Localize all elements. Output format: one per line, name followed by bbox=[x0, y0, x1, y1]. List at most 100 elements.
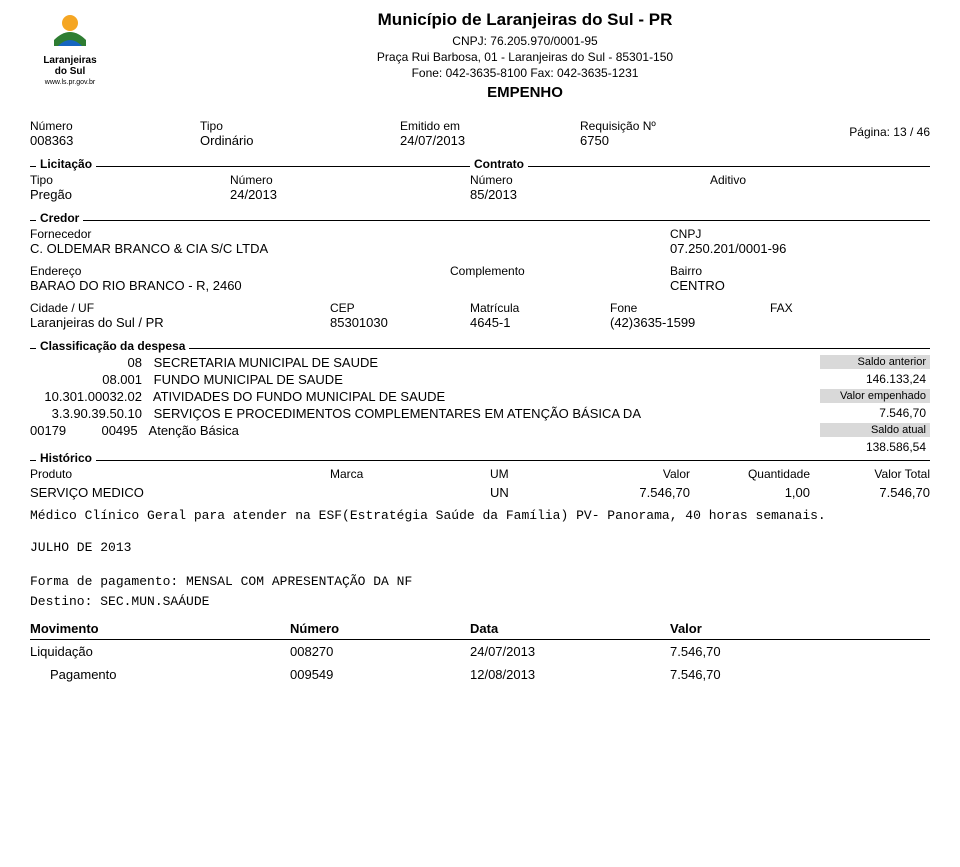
h-mov-data: Data bbox=[470, 621, 670, 636]
um-value: UN bbox=[490, 485, 570, 500]
credor-row-2: Endereço BARAO DO RIO BRANCO - R, 2460 C… bbox=[30, 264, 930, 293]
mov1-tipo: Liquidação bbox=[30, 644, 290, 659]
h-produto: Produto bbox=[30, 467, 330, 481]
credor-section: Credor bbox=[30, 220, 930, 221]
classif-text-5: Atenção Básica bbox=[149, 423, 239, 438]
doc-type: EMPENHO bbox=[120, 84, 930, 101]
matricula-label: Matrícula bbox=[470, 301, 610, 315]
document-header: Laranjeiras do Sul www.ls.pr.gov.br Muni… bbox=[30, 10, 930, 101]
classif-code-3: 10.301.00032.02 bbox=[30, 389, 150, 404]
fornecedor-value: C. OLDEMAR BRANCO & CIA S/C LTDA bbox=[30, 241, 670, 256]
movimento-row-2: Pagamento 009549 12/08/2013 7.546,70 bbox=[30, 663, 930, 686]
cep-value: 85301030 bbox=[330, 315, 470, 330]
complemento-label: Complemento bbox=[450, 264, 670, 278]
mov2-tipo: Pagamento bbox=[30, 667, 290, 682]
bairro-value: CENTRO bbox=[670, 278, 725, 293]
credor-row-1: Fornecedor C. OLDEMAR BRANCO & CIA S/C L… bbox=[30, 227, 930, 256]
h-um: UM bbox=[490, 467, 570, 481]
lic-tipo-label: Tipo bbox=[30, 173, 230, 187]
cidade-value: Laranjeiras do Sul / PR bbox=[30, 315, 330, 330]
bairro-label: Bairro bbox=[670, 264, 725, 278]
saldo-atual-value: 138.586,54 bbox=[820, 440, 930, 454]
periodo: JULHO DE 2013 bbox=[30, 538, 930, 558]
credor-legend: Credor bbox=[36, 211, 83, 225]
mov2-numero: 009549 bbox=[290, 667, 470, 682]
endereco-label: Endereço bbox=[30, 264, 450, 278]
classif-code-1: 08 bbox=[30, 355, 150, 370]
product-header: Produto Marca UM Valor Quantidade Valor … bbox=[30, 467, 930, 481]
historico-section: Histórico bbox=[30, 460, 930, 461]
logo-text-1: Laranjeiras bbox=[30, 55, 110, 66]
lic-numero-value: 24/2013 bbox=[230, 187, 470, 202]
classif-section: Classificação da despesa bbox=[30, 348, 930, 349]
h-marca: Marca bbox=[330, 467, 490, 481]
classif-text-1: SECRETARIA MUNICIPAL DE SAUDE bbox=[154, 355, 378, 370]
numero-value: 008363 bbox=[30, 133, 200, 148]
fax-label: FAX bbox=[770, 301, 793, 315]
credor-cnpj-value: 07.250.201/0001-96 bbox=[670, 241, 786, 256]
mov1-numero: 008270 bbox=[290, 644, 470, 659]
saldo-anterior-label: Saldo anterior bbox=[820, 355, 930, 369]
valor-empenhado-label: Valor empenhado bbox=[820, 389, 930, 403]
historico-legend: Histórico bbox=[36, 451, 96, 465]
req-value: 6750 bbox=[580, 133, 740, 148]
destino: Destino: SEC.MUN.SAÁUDE bbox=[30, 592, 930, 612]
mov2-data: 12/08/2013 bbox=[470, 667, 670, 682]
credor-cnpj-label: CNPJ bbox=[670, 227, 786, 241]
header-phone: Fone: 042-3635-8100 Fax: 042-3635-1231 bbox=[120, 66, 930, 80]
h-total: Valor Total bbox=[810, 467, 930, 481]
classif-row-5: 00179 00495 Atenção Básica Saldo atual bbox=[30, 423, 930, 438]
classif-row-2: 08.001 FUNDO MUNICIPAL DE SAUDE 146.133,… bbox=[30, 372, 930, 387]
req-label: Requisição Nº bbox=[580, 119, 740, 133]
classif-code-5a: 00179 bbox=[30, 423, 80, 438]
matricula-value: 4645-1 bbox=[470, 315, 610, 330]
logo-box: Laranjeiras do Sul www.ls.pr.gov.br bbox=[30, 10, 110, 86]
endereco-value: BARAO DO RIO BRANCO - R, 2460 bbox=[30, 278, 450, 293]
logo-icon bbox=[48, 10, 92, 50]
lic-tipo-value: Pregão bbox=[30, 187, 230, 202]
h-mov-valor: Valor bbox=[670, 621, 930, 636]
classif-text-2: FUNDO MUNICIPAL DE SAUDE bbox=[154, 372, 343, 387]
movimento-header: Movimento Número Data Valor bbox=[30, 621, 930, 640]
qtd-value: 1,00 bbox=[690, 485, 810, 500]
saldo-atual-label: Saldo atual bbox=[820, 423, 930, 437]
licitacao-legend: Licitação bbox=[36, 157, 96, 171]
h-movimento: Movimento bbox=[30, 621, 290, 636]
lic-numero-label: Número bbox=[230, 173, 470, 187]
emitido-value: 24/07/2013 bbox=[400, 133, 580, 148]
produto-value: SERVIÇO MEDICO bbox=[30, 485, 330, 500]
mov2-valor: 7.546,70 bbox=[670, 667, 930, 682]
historico-descricao: Médico Clínico Geral para atender na ESF… bbox=[30, 506, 930, 526]
contrato-numero-label: Número bbox=[470, 173, 710, 187]
mov1-data: 24/07/2013 bbox=[470, 644, 670, 659]
tipo-label: Tipo bbox=[200, 119, 400, 133]
contrato-numero-value: 85/2013 bbox=[470, 187, 710, 202]
classif-code-4: 3.3.90.39.50.10 bbox=[30, 406, 150, 421]
aditivo-label: Aditivo bbox=[710, 173, 830, 187]
fone-label: Fone bbox=[610, 301, 770, 315]
fornecedor-label: Fornecedor bbox=[30, 227, 670, 241]
movimento-row-1: Liquidação 008270 24/07/2013 7.546,70 bbox=[30, 640, 930, 663]
saldo-anterior-value: 146.133,24 bbox=[820, 372, 930, 387]
licitacao-section: Licitação Contrato bbox=[30, 166, 930, 167]
valor-empenhado-value: 7.546,70 bbox=[820, 406, 930, 421]
classif-code-2: 08.001 bbox=[30, 372, 150, 387]
classif-row-3: 10.301.00032.02 ATIVIDADES DO FUNDO MUNI… bbox=[30, 389, 930, 404]
cidade-label: Cidade / UF bbox=[30, 301, 330, 315]
fone-value: (42)3635-1599 bbox=[610, 315, 770, 330]
h-valor: Valor bbox=[570, 467, 690, 481]
credor-row-3: Cidade / UF Laranjeiras do Sul / PR CEP … bbox=[30, 301, 930, 330]
total-value: 7.546,70 bbox=[810, 485, 930, 500]
forma-pagamento: Forma de pagamento: MENSAL COM APRESENTA… bbox=[30, 572, 930, 592]
valor-value: 7.546,70 bbox=[570, 485, 690, 500]
cep-label: CEP bbox=[330, 301, 470, 315]
classif-row-4: 3.3.90.39.50.10 SERVIÇOS E PROCEDIMENTOS… bbox=[30, 406, 930, 421]
tipo-value: Ordinário bbox=[200, 133, 400, 148]
header-address: Praça Rui Barbosa, 01 - Laranjeiras do S… bbox=[120, 50, 930, 64]
page-number: Página: 13 / 46 bbox=[849, 125, 930, 139]
classif-code-5b: 00495 bbox=[84, 423, 146, 438]
classif-text-4: SERVIÇOS E PROCEDIMENTOS COMPLEMENTARES … bbox=[154, 406, 641, 421]
numero-label: Número bbox=[30, 119, 200, 133]
logo-url: www.ls.pr.gov.br bbox=[30, 79, 110, 86]
h-mov-numero: Número bbox=[290, 621, 470, 636]
